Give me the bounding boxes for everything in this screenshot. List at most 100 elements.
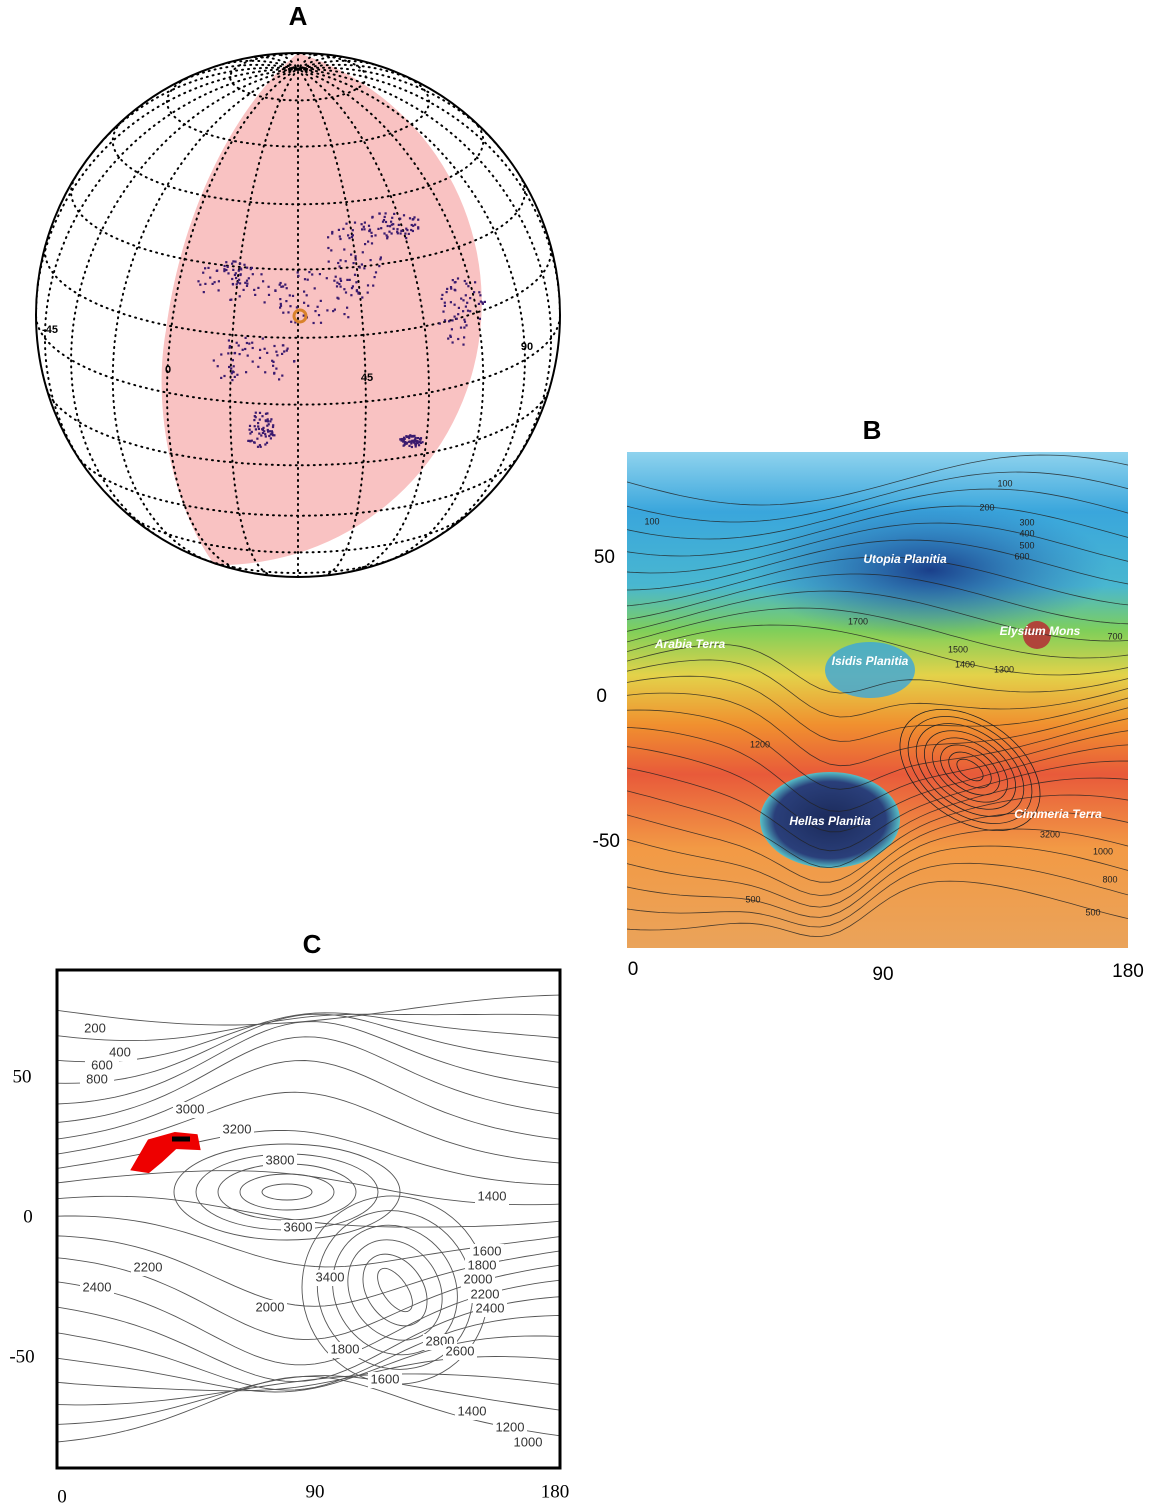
observation-dot xyxy=(327,247,329,249)
observation-dot xyxy=(450,301,452,303)
observation-dot xyxy=(347,234,349,236)
observation-dot xyxy=(457,338,459,340)
observation-dot xyxy=(377,228,379,230)
observation-dot xyxy=(232,283,234,285)
observation-dot xyxy=(412,225,414,227)
observation-dot xyxy=(450,286,452,288)
observation-dot xyxy=(340,259,342,261)
observation-dot xyxy=(444,305,446,307)
observation-dot xyxy=(259,444,261,446)
observation-dot xyxy=(351,236,353,238)
observation-dot xyxy=(234,376,236,378)
observation-dot xyxy=(203,291,205,293)
observation-dot xyxy=(408,437,410,439)
observation-dot xyxy=(478,303,480,305)
observation-dot xyxy=(484,301,486,303)
observation-dot xyxy=(252,361,254,363)
observation-dot xyxy=(269,420,271,422)
observation-dot xyxy=(245,371,247,373)
observation-dot xyxy=(405,435,407,437)
globe-label: -45 xyxy=(42,324,58,336)
observation-dot xyxy=(248,343,250,345)
observation-dot xyxy=(442,311,444,313)
observation-dot xyxy=(259,357,261,359)
observation-dot xyxy=(293,360,295,362)
observation-dot xyxy=(465,306,467,308)
y-tick-label: -50 xyxy=(593,831,620,852)
observation-dot xyxy=(350,294,352,296)
observation-dot xyxy=(231,278,233,280)
observation-dot xyxy=(220,377,222,379)
lowland xyxy=(750,500,1110,640)
observation-dot xyxy=(370,232,372,234)
x-tick-label: 180 xyxy=(541,1481,570,1502)
observation-dot xyxy=(243,289,245,291)
observation-dot xyxy=(279,298,281,300)
observation-dot xyxy=(258,433,260,435)
observation-dot xyxy=(270,437,272,439)
observation-dot xyxy=(384,216,386,218)
observation-dot xyxy=(265,435,267,437)
observation-dot xyxy=(214,281,216,283)
observation-dot xyxy=(339,278,341,280)
observation-dot xyxy=(247,440,249,442)
observation-dot xyxy=(274,290,276,292)
observation-dot xyxy=(447,338,449,340)
observation-dot xyxy=(333,280,335,282)
observation-dot xyxy=(414,224,416,226)
panel-label: B xyxy=(863,415,882,445)
observation-dot xyxy=(297,271,299,273)
observation-dot xyxy=(454,289,456,291)
contour-label: 3200 xyxy=(1040,829,1060,839)
x-tick-label: 90 xyxy=(306,1481,325,1502)
observation-dot xyxy=(374,276,376,278)
observation-dot xyxy=(257,366,259,368)
observation-dot xyxy=(408,441,410,443)
observation-dot xyxy=(216,270,218,272)
observation-dot xyxy=(401,440,403,442)
observation-dot xyxy=(478,291,480,293)
observation-dot xyxy=(466,302,468,304)
observation-dot xyxy=(297,275,299,277)
observation-dot xyxy=(371,235,373,237)
contour-label: 800 xyxy=(86,1071,108,1086)
observation-dot xyxy=(232,359,234,361)
observation-dot xyxy=(392,223,394,225)
observation-dot xyxy=(252,273,254,275)
observation-dot xyxy=(223,375,225,377)
observation-dot xyxy=(367,284,369,286)
observation-dot xyxy=(411,436,413,438)
observation-dot xyxy=(253,289,255,291)
observation-dot xyxy=(452,341,454,343)
observation-dot xyxy=(204,267,206,269)
topo-map xyxy=(620,452,1130,948)
observation-dot xyxy=(255,428,257,430)
observation-dot xyxy=(411,441,413,443)
contour-label: 3200 xyxy=(223,1121,252,1136)
observation-dot xyxy=(385,212,387,214)
observation-dot xyxy=(311,273,313,275)
contour-label: 1000 xyxy=(514,1434,543,1449)
observation-dot xyxy=(336,282,338,284)
observation-dot xyxy=(282,312,284,314)
observation-dot xyxy=(411,446,413,448)
observation-dot xyxy=(231,379,233,381)
observation-dot xyxy=(363,228,365,230)
contour-label: 1600 xyxy=(473,1243,502,1258)
observation-dot xyxy=(363,226,365,228)
observation-dot xyxy=(375,271,377,273)
observation-dot xyxy=(265,420,267,422)
observation-dot xyxy=(349,279,351,281)
observation-dot xyxy=(314,287,316,289)
observation-dot xyxy=(353,262,355,264)
place-name: Isidis Planitia xyxy=(832,654,909,668)
observation-dot xyxy=(234,261,236,263)
contour-label: 1400 xyxy=(458,1403,487,1418)
observation-dot xyxy=(418,444,420,446)
observation-dot xyxy=(382,221,384,223)
observation-dot xyxy=(264,443,266,445)
observation-dot xyxy=(251,342,253,344)
observation-dot xyxy=(326,309,328,311)
lowland xyxy=(825,642,915,698)
observation-dot xyxy=(388,231,390,233)
